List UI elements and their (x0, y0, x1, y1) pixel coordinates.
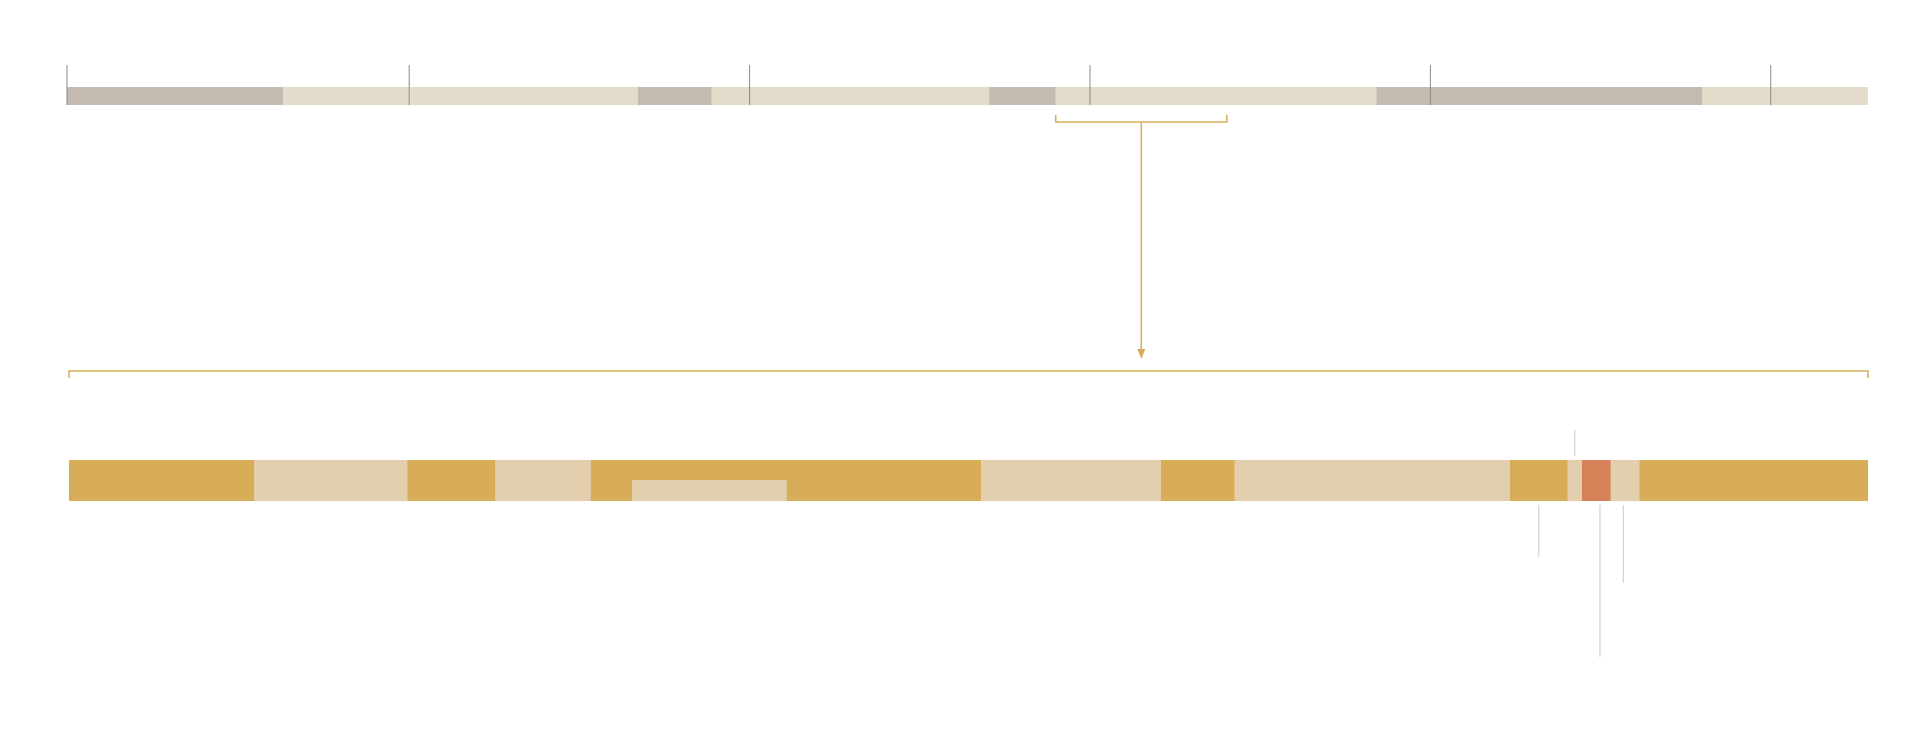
overview-segment-8 (1702, 87, 1868, 105)
detail-segment-8 (1234, 460, 1510, 501)
detail-segment-9 (1509, 460, 1568, 501)
detail-track (68, 370, 1869, 657)
overview-segment-7 (1376, 87, 1703, 105)
detail-segment-10 (1567, 460, 1582, 501)
detail-segment-3 (407, 460, 496, 501)
overview-segment-1 (67, 87, 284, 105)
overview-segment-6 (1055, 87, 1377, 105)
zoom-arrow-head (1137, 349, 1146, 359)
detail-segment-4 (495, 460, 591, 501)
detail-segment-1 (69, 460, 255, 501)
detail-inner-segment (632, 480, 787, 501)
overview-segment-5 (989, 87, 1056, 105)
detail-segment-2 (254, 460, 408, 501)
detail-segment-13 (1639, 460, 1868, 501)
zoom-window-bracket (1055, 115, 1228, 123)
overview-segment-3 (637, 87, 712, 105)
detail-segment-7 (1160, 460, 1235, 501)
detail-segment-6 (981, 460, 1161, 501)
detail-segment-12 (1610, 460, 1640, 501)
overview-track (66, 65, 1868, 105)
detail-segment-11 (1581, 460, 1611, 501)
zoom-connector (1055, 115, 1228, 359)
overview-segment-2 (283, 87, 638, 105)
detail-extent-bracket (68, 370, 1869, 378)
overview-segment-4 (711, 87, 990, 105)
